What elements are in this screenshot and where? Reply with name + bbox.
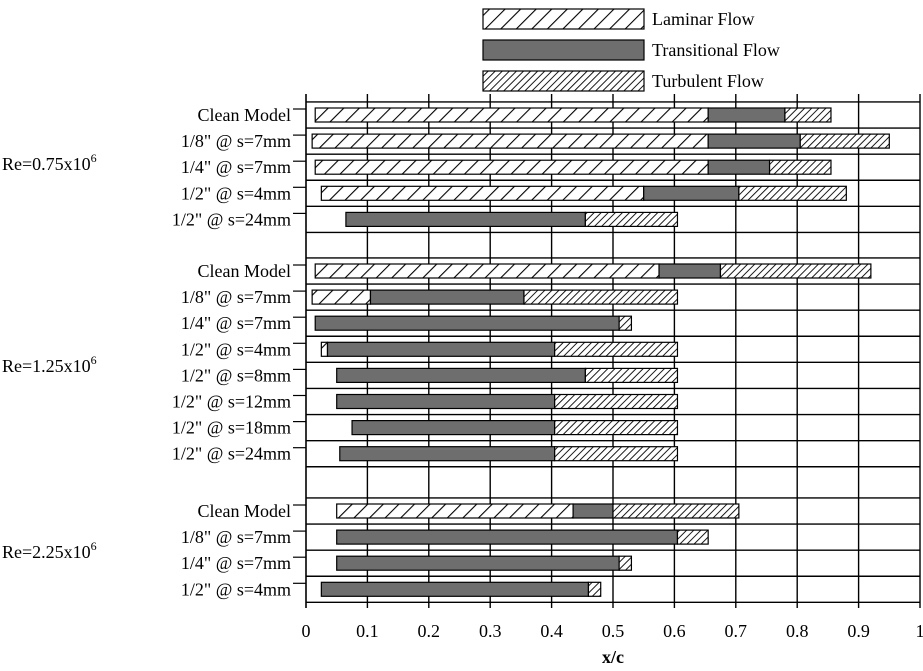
bar-segment-transitional — [326, 341, 556, 357]
bar-segment-turbulent — [618, 555, 633, 571]
group-label-exponent: 6 — [91, 539, 97, 553]
bar-segment-transitional — [345, 211, 586, 227]
bar-segment-laminar — [320, 341, 329, 357]
row-label: Clean Model — [198, 105, 291, 125]
legend-label-laminar: Laminar Flow — [652, 9, 754, 29]
legend-swatch-transitional — [482, 39, 645, 61]
bar-segment-laminar — [314, 263, 660, 279]
row-label: 1/2" @ s=4mm — [181, 339, 291, 359]
bar-segment-laminar — [336, 503, 574, 519]
row-label: 1/2" @ s=4mm — [181, 579, 291, 599]
bar-segment-transitional — [336, 555, 620, 571]
bar-segment-laminar — [311, 133, 709, 149]
bar-segment-turbulent — [523, 289, 679, 305]
x-tick-label: 0.4 — [540, 621, 563, 641]
legend-label-turbulent: Turbulent Flow — [652, 71, 764, 91]
bar-segment-laminar — [320, 185, 645, 201]
bar-segment-transitional — [320, 581, 590, 597]
row-label: 1/2" @ s=4mm — [181, 183, 291, 203]
legend-swatch-turbulent — [482, 70, 645, 92]
bar-segment-transitional — [336, 529, 679, 545]
bar-segment-turbulent — [554, 341, 679, 357]
bar-segment-turbulent — [554, 420, 679, 436]
bar-segment-turbulent — [768, 159, 832, 175]
row-label: 1/2" @ s=18mm — [172, 418, 291, 438]
bar-segment-transitional — [336, 367, 586, 383]
x-tick-label: 0.2 — [418, 621, 441, 641]
group-label: Re=1.25x106 — [2, 353, 97, 376]
bar-segment-turbulent — [612, 503, 740, 519]
group-label: Re=0.75x106 — [2, 151, 97, 174]
bar-segment-transitional — [336, 393, 556, 410]
group-label-exponent: 6 — [91, 151, 97, 165]
x-tick-label: 0.6 — [663, 621, 686, 641]
bar-segment-transitional — [351, 420, 556, 436]
bar-segment-transitional — [572, 503, 614, 519]
row-label: 1/2" @ s=12mm — [172, 392, 291, 412]
chart-bars — [311, 107, 890, 597]
bar-segment-turbulent — [554, 393, 679, 410]
x-tick-label: 0.5 — [602, 621, 625, 641]
bar-segment-transitional — [707, 133, 801, 149]
bar-segment-laminar — [311, 289, 372, 305]
row-label: 1/8" @ s=7mm — [181, 527, 291, 547]
x-tick-label: 0.8 — [786, 621, 809, 641]
row-label: 1/8" @ s=7mm — [181, 287, 291, 307]
row-label: 1/2" @ s=24mm — [172, 444, 291, 464]
x-axis-label: x/c — [602, 647, 624, 667]
row-label: 1/4" @ s=7mm — [181, 157, 291, 177]
bar-segment-transitional — [658, 263, 722, 279]
bar-segment-turbulent — [784, 107, 832, 123]
row-label: 1/2" @ s=8mm — [181, 365, 291, 385]
bar-segment-turbulent — [618, 315, 633, 331]
bar-segment-turbulent — [676, 529, 709, 545]
x-tick-label: 1 — [916, 621, 923, 641]
bar-segment-laminar — [314, 107, 709, 123]
bar-segment-turbulent — [584, 211, 679, 227]
row-label: 1/8" @ s=7mm — [181, 131, 291, 151]
row-label: 1/4" @ s=7mm — [181, 313, 291, 333]
row-label: 1/4" @ s=7mm — [181, 553, 291, 573]
group-label-text: Re=2.25x10 — [2, 542, 91, 562]
bar-segment-laminar — [314, 159, 709, 175]
bar-segment-turbulent — [799, 133, 890, 149]
group-label-text: Re=1.25x10 — [2, 356, 91, 376]
bar-segment-turbulent — [738, 185, 847, 201]
bar-segment-turbulent — [587, 581, 602, 597]
bar-segment-transitional — [707, 159, 771, 175]
bar-segment-turbulent — [719, 263, 872, 279]
row-label: Clean Model — [198, 261, 291, 281]
bar-segment-turbulent — [554, 446, 679, 462]
chart-legend: Laminar Flow Transitional Flow Turbulent F… — [482, 8, 780, 92]
bar-segment-transitional — [643, 185, 740, 201]
row-label: 1/2" @ s=24mm — [172, 209, 291, 229]
bar-segment-transitional — [314, 315, 620, 331]
bar-segment-transitional — [369, 289, 525, 305]
bar-segment-turbulent — [584, 367, 679, 383]
row-label: Clean Model — [198, 501, 291, 521]
row-labels: Clean Model 1/8" @ s=7mm 1/4" @ s=7mm 1/2" … — [172, 105, 306, 599]
x-tick-label: 0.3 — [479, 621, 502, 641]
bar-segment-transitional — [339, 446, 556, 462]
x-tick-label: 0.9 — [847, 621, 870, 641]
group-label: Re=2.25x106 — [2, 539, 97, 562]
x-axis: 0 0.1 0.2 0.3 0.4 0.5 0.6 0.7 0.8 0.9 1 x/c — [302, 621, 923, 667]
x-tick-label: 0.1 — [356, 621, 379, 641]
group-label-exponent: 6 — [91, 353, 97, 367]
group-label-text: Re=0.75x10 — [2, 154, 91, 174]
legend-swatch-laminar — [482, 8, 645, 30]
legend-label-transitional: Transitional Flow — [652, 40, 780, 60]
x-tick-label: 0 — [302, 621, 311, 641]
bar-segment-transitional — [707, 107, 786, 123]
x-tick-label: 0.7 — [725, 621, 748, 641]
